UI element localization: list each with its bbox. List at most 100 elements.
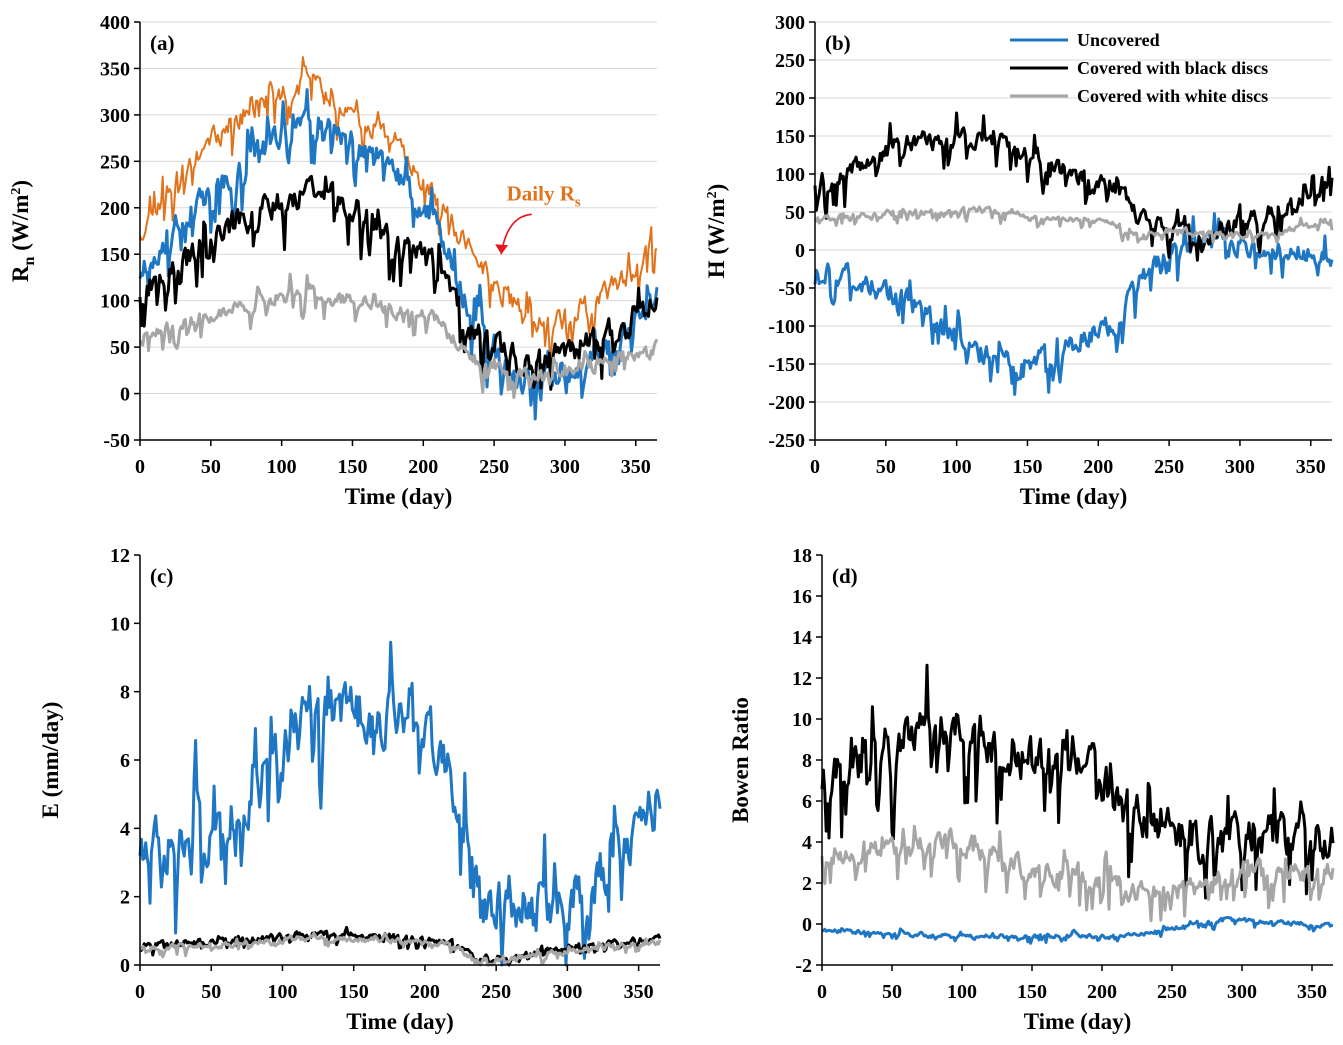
y-tick-label: -2 bbox=[795, 955, 812, 977]
x-tick-label: 200 bbox=[408, 456, 438, 478]
y-tick-label: 6 bbox=[802, 791, 812, 813]
x-tick-label: 100 bbox=[947, 981, 977, 1003]
x-tick-label: 300 bbox=[550, 456, 580, 478]
panel-b: -250 -200 -150 -100 -50 0 50 100 150 200 250 300 0 50… bbox=[704, 12, 1334, 509]
y-tick-label: 200 bbox=[775, 88, 805, 110]
x-axis-label: Time (day) bbox=[1024, 1009, 1132, 1034]
y-tick-label: 150 bbox=[100, 244, 130, 266]
y-tick-label: 12 bbox=[110, 545, 130, 567]
y-tick-label: 2 bbox=[120, 887, 130, 909]
y-tick-label: 4 bbox=[120, 818, 130, 840]
x-tick-label: 150 bbox=[339, 981, 369, 1003]
y-tick-label: 0 bbox=[120, 955, 130, 977]
y-axis-label: H (W/m2) bbox=[704, 184, 729, 279]
x-tick-label: 250 bbox=[1157, 981, 1187, 1003]
y-tick-label: -100 bbox=[768, 316, 805, 338]
y-axis-label: E (mm/day) bbox=[38, 702, 63, 819]
x-tick-label: 100 bbox=[267, 456, 297, 478]
panel-c: 0 2 4 6 8 10 12 0 50 100 150 200 250 300 350 Time (day)… bbox=[38, 545, 662, 1034]
y-tick-label: 50 bbox=[785, 202, 805, 224]
y-tick-label: 18 bbox=[792, 545, 812, 567]
y-axis-label: Bowen Ratio bbox=[728, 697, 753, 823]
panel-label: (c) bbox=[150, 564, 173, 588]
x-tick-label: 0 bbox=[135, 456, 145, 478]
panel-label: (b) bbox=[825, 31, 851, 55]
x-tick-label: 250 bbox=[479, 456, 509, 478]
y-tick-label: 8 bbox=[120, 682, 130, 704]
y-tick-label: 2 bbox=[802, 873, 812, 895]
y-tick-label: 200 bbox=[100, 198, 130, 220]
y-tick-label: 10 bbox=[110, 613, 130, 635]
y-tick-label: 350 bbox=[100, 58, 130, 80]
y-tick-label: -50 bbox=[778, 278, 805, 300]
panel-label: (d) bbox=[832, 564, 858, 588]
series-line-white_discs bbox=[820, 824, 1335, 923]
x-tick-label: 0 bbox=[817, 981, 827, 1003]
y-tick-label: 100 bbox=[100, 291, 130, 313]
legend-label-black_discs: Covered with black discs bbox=[1077, 58, 1268, 78]
y-tick-label: 300 bbox=[100, 105, 130, 127]
y-tick-label: 400 bbox=[100, 12, 130, 34]
series-line-black_discs bbox=[813, 111, 1334, 262]
series-line-black_discs bbox=[138, 174, 659, 391]
x-tick-label: 50 bbox=[882, 981, 902, 1003]
series-line-uncovered bbox=[138, 640, 662, 967]
x-tick-label: 250 bbox=[1154, 456, 1184, 478]
series-line-uncovered bbox=[813, 212, 1334, 396]
y-tick-label: -50 bbox=[103, 430, 130, 452]
series-line-white_discs bbox=[814, 205, 1334, 244]
y-tick-label: 50 bbox=[110, 337, 130, 359]
y-tick-label: 100 bbox=[775, 164, 805, 186]
x-tick-label: 200 bbox=[410, 981, 440, 1003]
annotation-arrowhead bbox=[495, 244, 509, 255]
x-tick-label: 100 bbox=[942, 456, 972, 478]
y-tick-label: 250 bbox=[775, 50, 805, 72]
series-line-black_discs bbox=[820, 663, 1335, 900]
x-axis-label: Time (day) bbox=[345, 484, 453, 509]
series-line-uncovered bbox=[821, 915, 1334, 945]
legend-label-uncovered: Uncovered bbox=[1077, 30, 1160, 50]
y-tick-label: 8 bbox=[802, 750, 812, 772]
y-tick-label: 150 bbox=[775, 126, 805, 148]
y-tick-label: 0 bbox=[120, 384, 130, 406]
y-tick-label: 0 bbox=[795, 240, 805, 262]
x-tick-label: 300 bbox=[552, 981, 582, 1003]
y-tick-label: 300 bbox=[775, 12, 805, 34]
x-axis-label: Time (day) bbox=[1020, 484, 1128, 509]
y-tick-label: 6 bbox=[120, 750, 130, 772]
x-tick-label: 150 bbox=[337, 456, 367, 478]
y-tick-label: -150 bbox=[768, 354, 805, 376]
x-tick-label: 350 bbox=[624, 981, 654, 1003]
x-tick-label: 50 bbox=[201, 456, 221, 478]
x-tick-label: 150 bbox=[1012, 456, 1042, 478]
x-tick-label: 300 bbox=[1225, 456, 1255, 478]
x-tick-label: 0 bbox=[810, 456, 820, 478]
x-tick-label: 250 bbox=[481, 981, 511, 1003]
legend-label-white_discs: Covered with white discs bbox=[1077, 86, 1268, 106]
y-tick-label: -250 bbox=[768, 430, 805, 452]
series-line-white_discs bbox=[138, 272, 659, 399]
y-tick-label: 250 bbox=[100, 151, 130, 173]
y-tick-label: -200 bbox=[768, 392, 805, 414]
panel-label: (a) bbox=[150, 31, 175, 55]
x-tick-label: 100 bbox=[267, 981, 297, 1003]
y-tick-label: 14 bbox=[792, 627, 812, 649]
x-tick-label: 350 bbox=[1297, 981, 1327, 1003]
series-line-daily_rs bbox=[139, 56, 658, 358]
x-tick-label: 50 bbox=[201, 981, 221, 1003]
y-tick-label: 10 bbox=[792, 709, 812, 731]
x-tick-label: 50 bbox=[876, 456, 896, 478]
x-tick-label: 200 bbox=[1083, 456, 1113, 478]
x-tick-label: 200 bbox=[1087, 981, 1117, 1003]
annotation-daily-rs: Daily Rs bbox=[507, 181, 581, 210]
x-tick-label: 350 bbox=[621, 456, 651, 478]
x-tick-label: 150 bbox=[1017, 981, 1047, 1003]
y-tick-label: 16 bbox=[792, 586, 812, 608]
y-tick-label: 4 bbox=[802, 832, 812, 854]
y-tick-label: 12 bbox=[792, 668, 812, 690]
y-tick-label: 0 bbox=[802, 914, 812, 936]
x-tick-label: 0 bbox=[135, 981, 145, 1003]
